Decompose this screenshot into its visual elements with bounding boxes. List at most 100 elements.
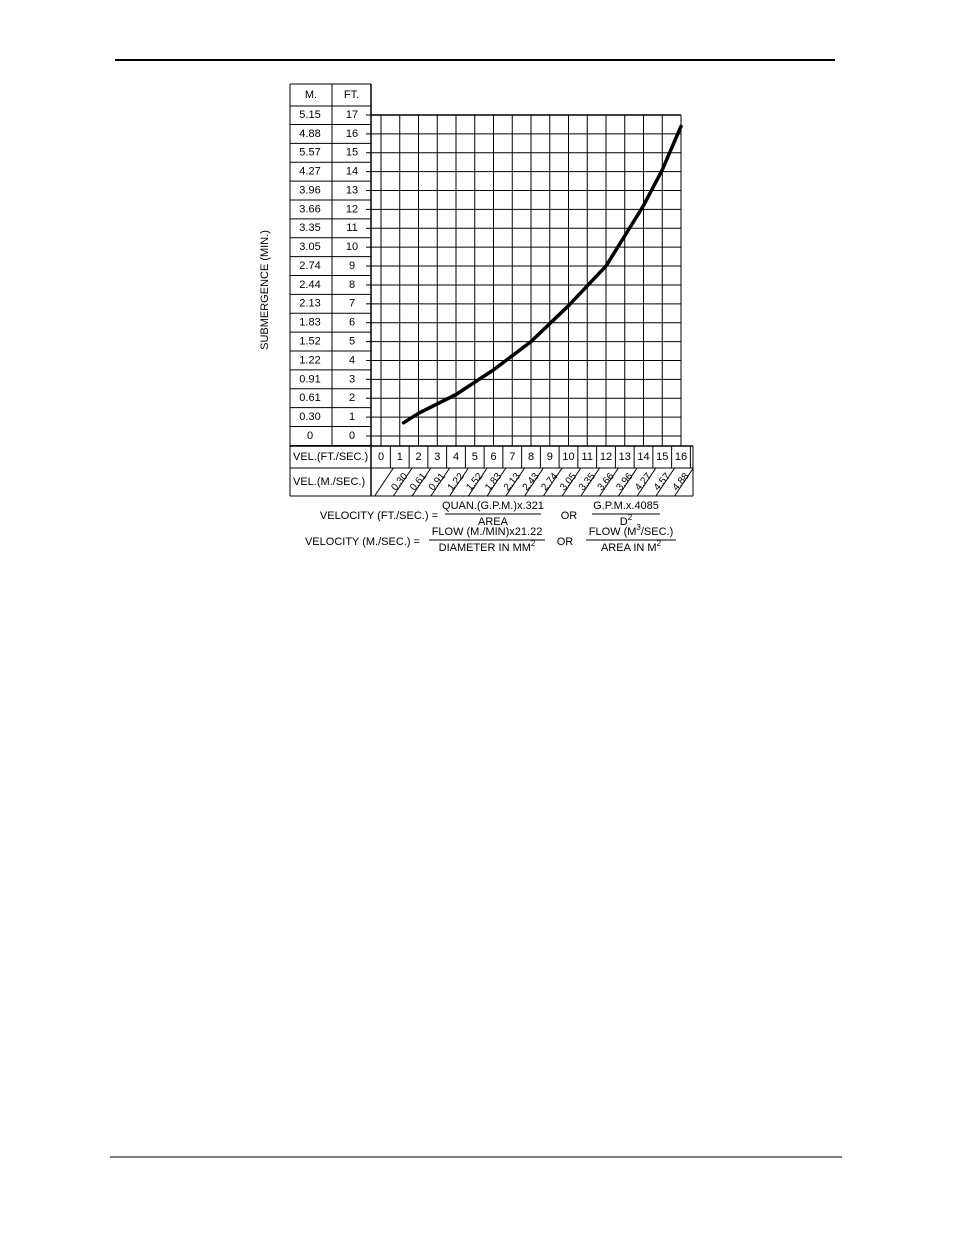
y-tick-label: 4 [349,354,355,366]
formula-part: AREA IN M [601,542,657,554]
y-meter-label: 3.66 [299,203,320,215]
x-tick-label: 0 [378,451,384,463]
y-meter-label: 0.61 [299,392,320,404]
x-tick-label: 12 [600,451,612,463]
formula-text: FLOW (M./MIN)x21.22 [432,526,543,538]
x-meter-label: 1.52 [464,471,485,493]
y-meter-label: 0.91 [299,373,320,385]
cell-divider [655,467,676,497]
x-tick-label: 16 [675,451,687,463]
x-tick-label: 4 [453,451,459,463]
cell-divider [467,467,488,497]
formula-text: G.P.M.x.4085 [593,500,659,512]
y-meter-label: 1.22 [299,354,320,366]
x-meter-label: 0.91 [427,471,448,493]
y-tick-label: 11 [346,222,357,234]
y-tick-label: 16 [346,128,358,140]
y-meter-label: 2.44 [299,279,320,291]
y-meter-label: 5.57 [299,147,320,159]
column-header: FT. [344,89,359,101]
y-tick-label: 6 [349,317,355,329]
row-header: VEL.(FT./SEC.) [293,451,368,463]
y-meter-label: 0 [307,430,313,442]
formula-part: G.P.M.x.4085 [593,500,659,512]
cell-divider [561,467,582,497]
y-tick-label: 1 [349,411,355,423]
x-meter-label: 0.30 [389,471,410,493]
formula-label: VELOCITY (FT./SEC.) = [320,510,438,522]
cell-divider [505,467,526,497]
formula-text: QUAN.(G.P.M.)x.321 [442,500,544,512]
cell-divider [411,467,432,497]
cell-divider [617,467,638,497]
formula-text: D2 [620,513,633,528]
y-tick-label: 2 [349,392,355,404]
y-tick-label: 9 [349,260,355,272]
cell-divider [674,467,694,497]
superscript: 2 [531,539,536,548]
y-tick-label: 8 [349,279,355,291]
superscript: 2 [628,513,633,522]
formula-label: VELOCITY (M./SEC.) = [305,536,420,548]
x-tick-label: 6 [490,451,496,463]
formula-text: DIAMETER IN MM2 [439,539,536,554]
cell-divider [542,467,563,497]
y-meter-label: 3.96 [299,184,320,196]
cell-divider [430,467,451,497]
x-tick-label: 9 [547,451,553,463]
formula-or: OR [561,510,578,522]
y-tick-label: 0 [349,430,355,442]
formula-part: DIAMETER IN MM [439,542,531,554]
x-meter-label: 3.66 [596,471,617,493]
x-tick-label: 10 [562,451,574,463]
formula-part: AREA [478,516,509,528]
y-tick-label: 15 [346,147,358,159]
formula-part: /SEC.) [641,526,673,538]
y-axis-label: SUBMERGENCE (MIN.) [259,230,271,350]
x-tick-label: 14 [637,451,649,463]
x-meter-label: 3.35 [577,471,598,493]
x-tick-label: 11 [582,451,593,463]
y-meter-label: 3.35 [299,222,320,234]
row-header: VEL.(M./SEC.) [293,476,365,488]
y-meter-label: 4.27 [299,166,320,178]
y-meter-label: 2.13 [299,298,320,310]
formula-text: FLOW (M3/SEC.) [589,523,674,538]
x-meter-label: 2.43 [521,471,542,493]
cell-divider [580,467,601,497]
cell-divider [524,467,544,497]
y-tick-label: 13 [346,184,358,196]
y-meter-label: 0.30 [299,411,320,423]
formula-text: AREA IN M2 [601,539,662,554]
x-tick-label: 7 [509,451,515,463]
y-tick-label: 14 [346,166,358,178]
x-meter-label: 3.05 [558,471,579,493]
cell-divider [599,467,619,497]
y-tick-label: 7 [349,298,355,310]
y-meter-label: 3.05 [299,241,320,253]
x-meter-label: 1.83 [483,471,504,493]
x-tick-label: 2 [415,451,421,463]
y-meter-label: 2.74 [299,260,320,272]
y-tick-label: 17 [346,109,358,121]
y-tick-label: 12 [346,203,358,215]
x-tick-label: 1 [397,451,403,463]
y-meter-label: 1.52 [299,335,320,347]
curve [401,124,683,425]
x-tick-label: 13 [619,451,631,463]
y-meter-label: 1.83 [299,317,320,329]
cell-divider [374,467,394,497]
formula-part: FLOW (M [589,526,637,538]
x-tick-label: 5 [472,451,478,463]
x-meter-label: 2.74 [539,471,560,493]
formula-part: D [620,516,628,528]
column-header: M. [305,89,317,101]
y-tick-label: 10 [346,241,358,253]
x-meter-label: 3.96 [614,471,635,493]
cell-divider [449,467,469,497]
cell-divider [636,467,657,497]
cell-divider [486,467,507,497]
x-tick-label: 15 [656,451,668,463]
y-tick-label: 3 [349,373,355,385]
formula-part: QUAN.(G.P.M.)x.321 [442,500,544,512]
